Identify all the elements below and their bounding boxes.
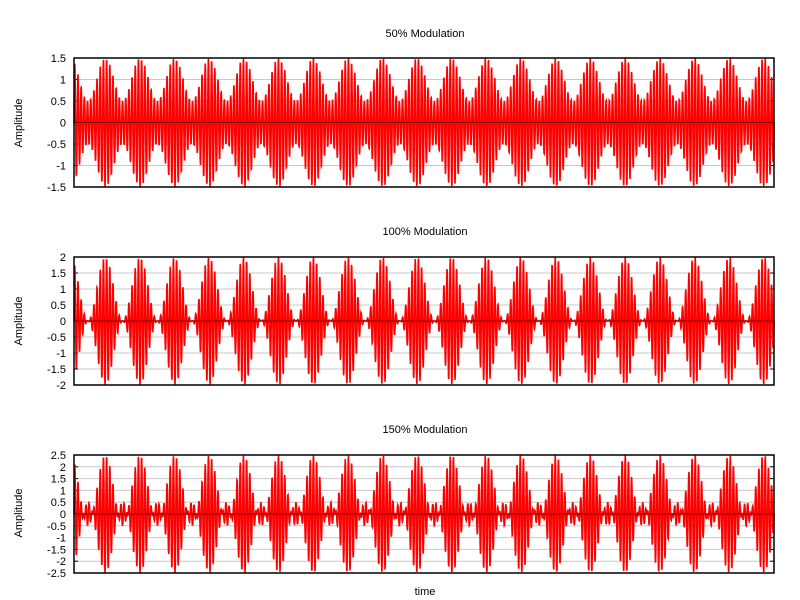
y-tick-label: -1.5 [47, 364, 66, 376]
y-tick-label: 2.5 [51, 450, 66, 462]
panel-50-modulation: 50% Modulation Amplitude -1.5 -1 -0.5 0 0.5 1… [13, 28, 775, 194]
panel-100-modulation: 100% Modulation Amplitude -2 -1.5 -1 -0.5 0 0… [13, 226, 775, 392]
y-tick-label: 1.5 [51, 268, 66, 280]
y-tick-label: 0 [60, 316, 66, 328]
x-axis-label: time [415, 586, 436, 598]
y-tick-label: -1.5 [47, 544, 66, 556]
y-tick-label: 0.5 [51, 96, 66, 108]
y-tick-label: 0.5 [51, 497, 66, 509]
chart-title: 50% Modulation [386, 28, 465, 40]
y-tick-label: 0 [60, 509, 66, 521]
y-tick-label: 1 [60, 284, 66, 296]
y-tick-label: 1.5 [51, 474, 66, 486]
y-tick-label: -1.5 [47, 182, 66, 194]
chart-title: 150% Modulation [382, 424, 467, 436]
y-tick-label: -1 [56, 348, 66, 360]
y-tick-label: -2.5 [47, 568, 66, 580]
plot-frame [73, 256, 775, 386]
y-tick-label: -1 [56, 533, 66, 545]
y-tick-label: -0.5 [47, 332, 66, 344]
y-tick-label: 2 [60, 252, 66, 264]
y-tick-label: -0.5 [47, 139, 66, 151]
panel-150-modulation: 150% Modulation Amplitude -2.5-2-1.5-1-0… [13, 424, 775, 598]
y-axis-label: Amplitude [13, 297, 25, 346]
y-tick-label: 2 [60, 462, 66, 474]
y-tick-label: 0.5 [51, 300, 66, 312]
y-tick-label: -1 [56, 161, 66, 173]
y-tick-label: 0 [60, 118, 66, 130]
y-tick-label: 1.5 [51, 53, 66, 65]
y-tick-label: 1 [60, 485, 66, 497]
plot-frame [73, 454, 775, 574]
y-tick-label: -2 [56, 556, 66, 568]
y-axis-label: Amplitude [13, 99, 25, 148]
y-tick-label: -2 [56, 380, 66, 392]
y-tick-label: -0.5 [47, 521, 66, 533]
y-tick-label: 1 [60, 75, 66, 87]
plot-frame [73, 57, 775, 188]
chart-title: 100% Modulation [382, 226, 467, 238]
y-axis-label: Amplitude [13, 489, 25, 538]
